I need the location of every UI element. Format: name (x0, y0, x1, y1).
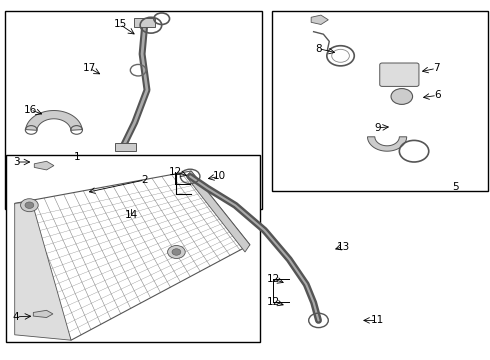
FancyBboxPatch shape (380, 63, 419, 86)
Text: 14: 14 (124, 210, 138, 220)
Text: 12: 12 (267, 297, 280, 307)
Text: 9: 9 (374, 123, 381, 133)
Polygon shape (25, 111, 82, 130)
Text: 13: 13 (336, 242, 350, 252)
Bar (272, 11, 488, 191)
Circle shape (21, 199, 38, 212)
Text: 1: 1 (74, 152, 81, 162)
Text: 6: 6 (434, 90, 441, 100)
Text: 16: 16 (24, 105, 37, 115)
Text: 11: 11 (370, 315, 384, 325)
Circle shape (25, 202, 34, 208)
Bar (5, 11, 262, 209)
Text: 12: 12 (267, 274, 280, 284)
Circle shape (172, 249, 181, 255)
Bar (6, 155, 260, 342)
Polygon shape (186, 171, 250, 252)
Polygon shape (15, 202, 71, 340)
Bar (115, 143, 136, 151)
Text: 5: 5 (452, 182, 459, 192)
Text: 7: 7 (433, 63, 440, 73)
Text: 2: 2 (141, 175, 148, 185)
Text: 10: 10 (213, 171, 226, 181)
Bar (134, 18, 155, 27)
Polygon shape (368, 137, 407, 151)
Text: 4: 4 (13, 312, 20, 322)
Text: 15: 15 (113, 19, 127, 30)
Text: 12: 12 (169, 167, 182, 177)
Text: 8: 8 (315, 44, 322, 54)
Circle shape (168, 246, 185, 258)
Text: 3: 3 (13, 157, 20, 167)
Text: 17: 17 (83, 63, 97, 73)
Polygon shape (33, 310, 53, 318)
Polygon shape (34, 161, 54, 170)
Polygon shape (311, 15, 328, 24)
Circle shape (391, 89, 413, 104)
